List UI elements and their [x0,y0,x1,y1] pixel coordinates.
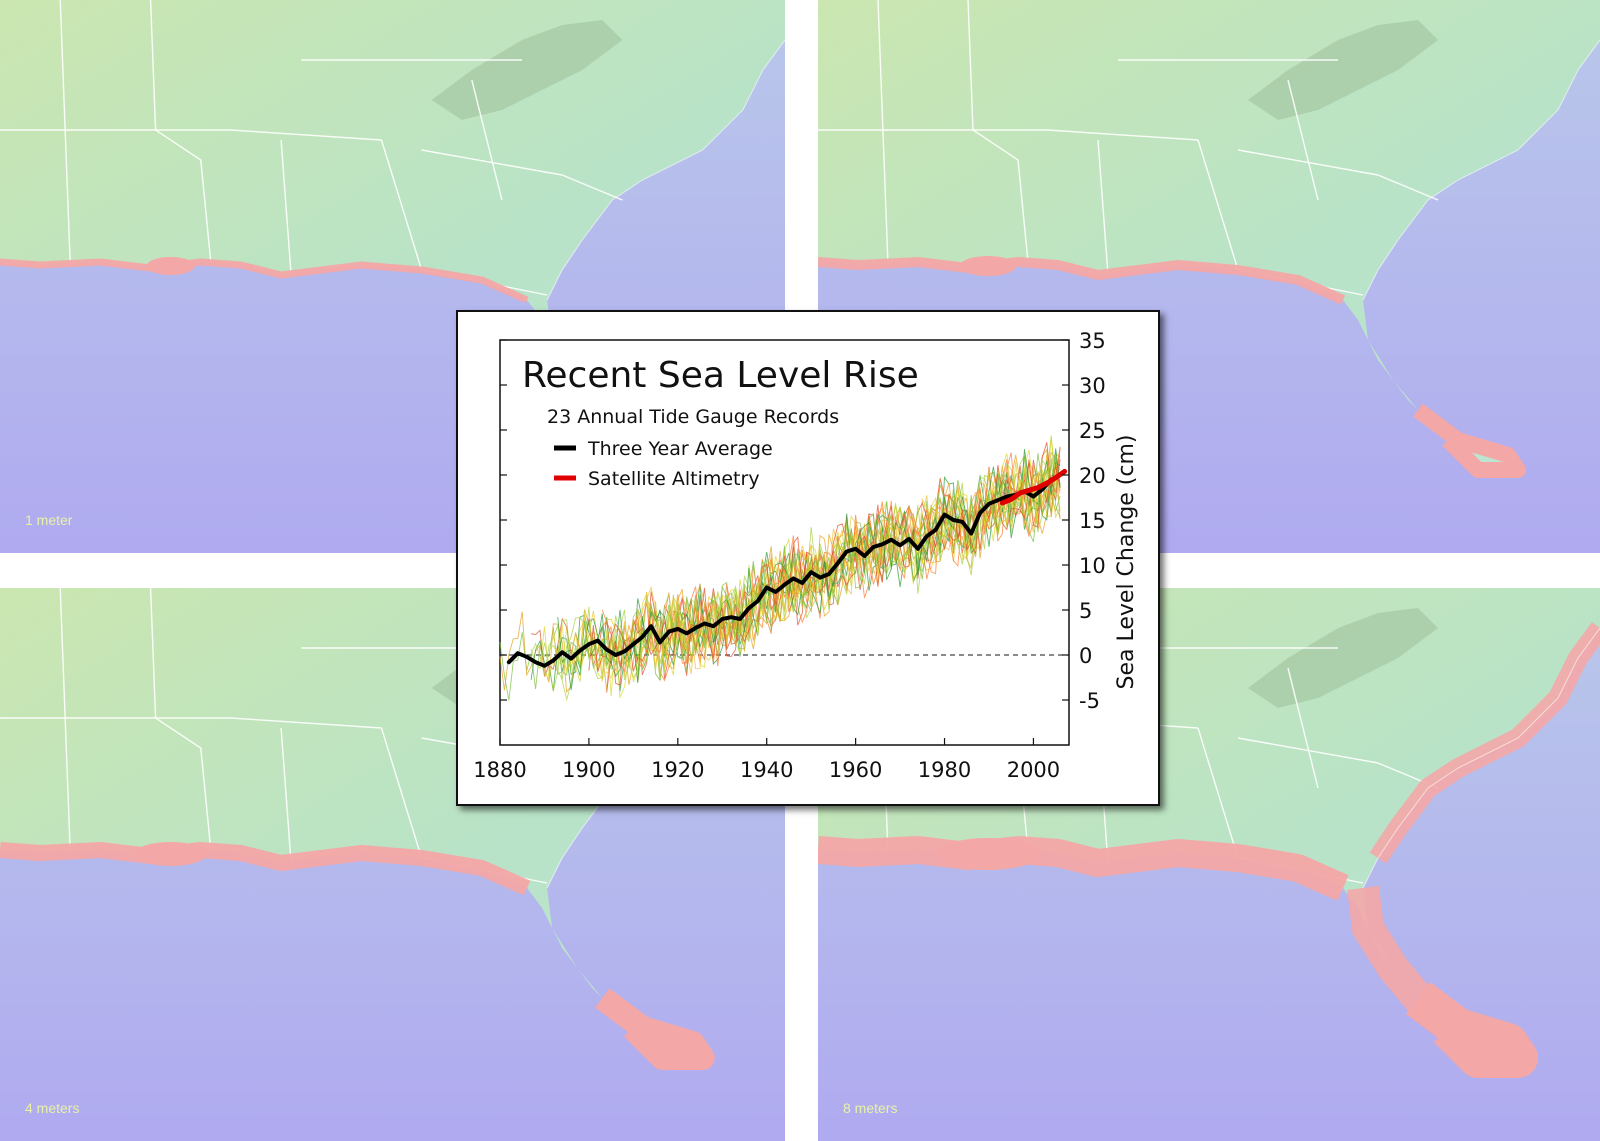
x-tick-label: 1940 [740,758,793,782]
tide-gauge-record [601,446,1061,673]
flood-zone-gulf [0,842,531,896]
state-border [380,139,423,271]
y-tick-label: 10 [1079,554,1106,578]
state-border [59,0,71,266]
x-tick-label: 1880 [473,758,526,782]
state-border [1097,139,1109,276]
x-tick-label: 1900 [562,758,615,782]
state-border [59,588,71,854]
map-1-meter [0,0,785,553]
y-tick-label: 5 [1079,599,1092,623]
panel-label-4-meters: 4 meters [25,1100,80,1116]
y-tick-label: 0 [1079,644,1092,668]
sea-level-chart: 1880 1900 1920 1940 1960 1980 2000 35 30 25 20 15 10… [456,310,1160,806]
coastline [1362,39,1600,301]
y-tick-label: -5 [1079,689,1100,713]
mountain-relief [1248,20,1438,120]
state-border [149,0,212,263]
x-tick-label: 2000 [1007,758,1060,782]
state-border [1287,79,1319,201]
land-area [818,0,1600,470]
mountain-relief [1248,608,1438,708]
flood-zone-south-florida [1413,403,1526,478]
chart-title: Recent Sea Level Rise [522,355,919,396]
state-border [1047,129,1199,141]
state-border [1197,139,1239,271]
state-border [1287,667,1319,789]
tide-gauge-record [530,458,1061,692]
state-border [280,727,292,864]
state-border [471,79,503,201]
tide-gauge-record [531,447,1061,686]
series-three-year-average [506,477,1054,668]
state-border [967,0,1029,263]
state-border [1197,727,1239,859]
state-border [561,174,623,201]
chart-subtitle: 23 Annual Tide Gauge Records [547,406,839,428]
state-border [149,588,212,851]
flood-zone-florida-wide [1347,886,1513,1059]
state-border [380,727,423,859]
flood-zone-delta [936,838,1040,870]
panel-label-8-meters: 8 meters [843,1100,898,1116]
x-tick-label: 1980 [918,758,971,782]
y-tick-label: 30 [1079,374,1106,398]
y-axis-label: Sea Level Change (cm) [1114,435,1139,690]
x-tick-label: 1920 [651,758,704,782]
coastline [546,39,785,301]
flood-zone-delta [146,257,195,275]
map-panel-1-meter: 1 meter [0,0,785,553]
state-border [877,0,889,266]
state-border [1377,174,1439,201]
flood-zone-gulf [818,836,1349,901]
y-tick-label: 20 [1079,464,1106,488]
flood-zone-gulf [818,257,1346,305]
x-tick-label: 1960 [829,758,882,782]
flood-zone-delta [960,256,1016,276]
y-tick-label: 25 [1079,419,1106,443]
legend-label-three-year-average: Three Year Average [587,438,773,460]
land-area [0,0,785,470]
flood-zone-delta [134,842,207,866]
legend-label-satellite-altimetry: Satellite Altimetry [588,468,760,490]
y-tick-label: 15 [1079,509,1106,533]
mountain-relief [431,20,623,120]
y-tick-label: 35 [1079,329,1106,353]
state-border [280,139,292,276]
state-border [230,129,382,141]
panel-label-1-meter: 1 meter [25,512,73,528]
state-border [230,717,382,729]
flood-zone-gulf [0,258,529,304]
series-satellite-altimetry [999,468,1068,506]
flood-zone-south-florida [595,988,715,1070]
chart-canvas: 1880 1900 1920 1940 1960 1980 2000 35 30 25 20 15 10… [473,329,1139,782]
coastline [1362,627,1600,889]
